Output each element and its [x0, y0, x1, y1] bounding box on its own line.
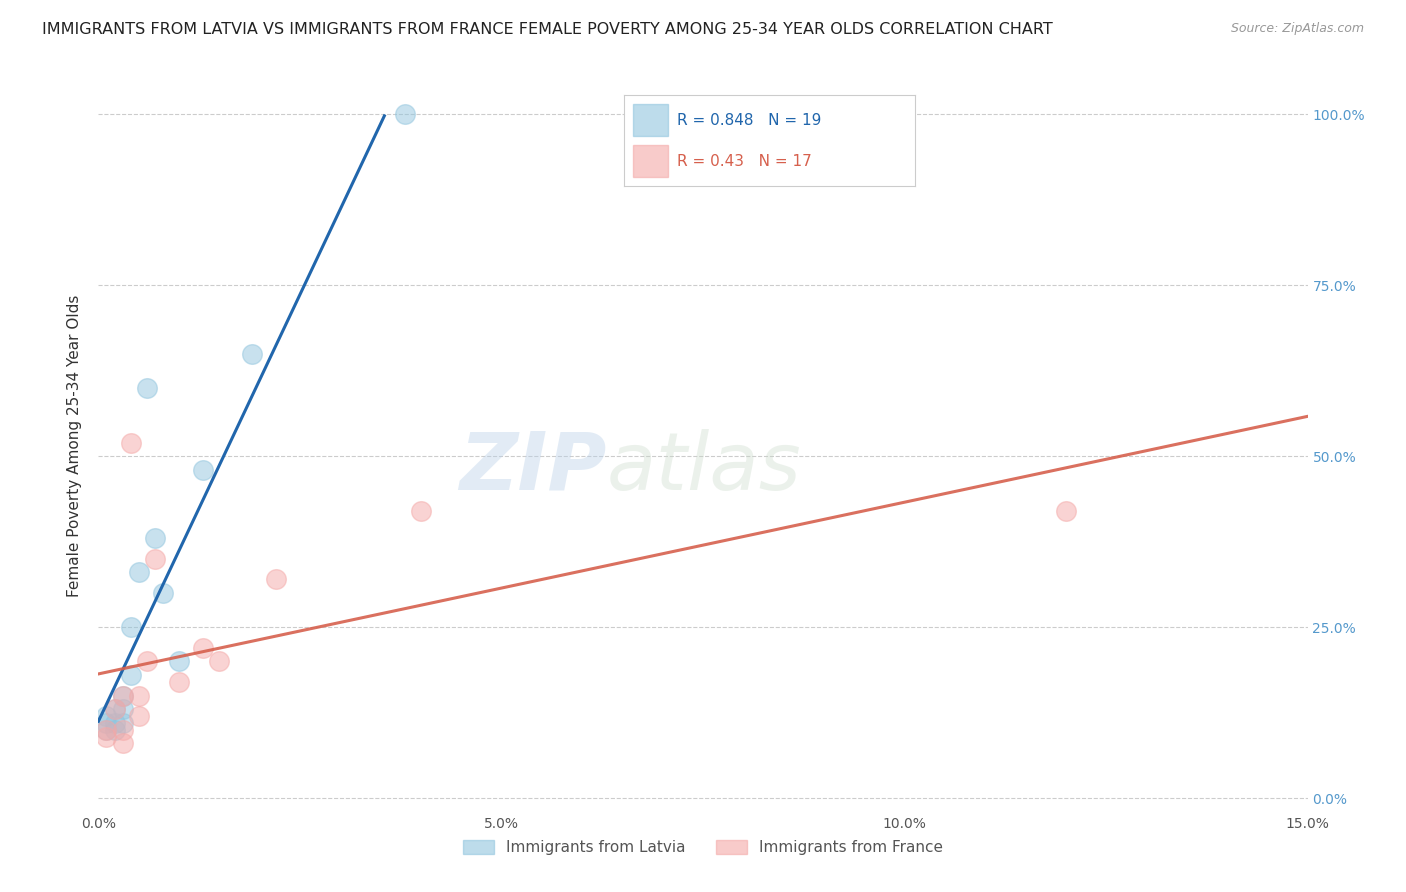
Text: atlas: atlas: [606, 429, 801, 507]
Point: [152, 586, 174, 600]
Point: [128, 566, 150, 580]
Point: [96, 723, 118, 737]
Point: [143, 531, 166, 545]
Point: [143, 551, 166, 566]
Point: [167, 654, 190, 668]
Point: [120, 668, 142, 682]
Point: [128, 709, 150, 723]
Point: [103, 723, 125, 737]
Point: [135, 654, 157, 668]
Point: [240, 347, 263, 361]
Point: [208, 654, 231, 668]
Y-axis label: Female Poverty Among 25-34 Year Olds: Female Poverty Among 25-34 Year Olds: [67, 295, 83, 597]
Point: [111, 736, 134, 750]
Point: [409, 504, 432, 518]
Point: [103, 702, 125, 716]
Text: Source: ZipAtlas.com: Source: ZipAtlas.com: [1230, 22, 1364, 36]
Point: [1054, 504, 1077, 518]
Text: IMMIGRANTS FROM LATVIA VS IMMIGRANTS FROM FRANCE FEMALE POVERTY AMONG 25-34 YEAR: IMMIGRANTS FROM LATVIA VS IMMIGRANTS FRO…: [42, 22, 1053, 37]
Point: [111, 723, 134, 737]
Point: [96, 723, 118, 737]
Point: [111, 689, 134, 703]
Point: [128, 689, 150, 703]
Point: [96, 715, 118, 730]
Point: [103, 702, 125, 716]
Point: [103, 715, 125, 730]
Point: [135, 381, 157, 395]
Point: [120, 620, 142, 634]
Point: [264, 572, 287, 586]
Point: [96, 709, 118, 723]
Point: [111, 715, 134, 730]
Point: [111, 689, 134, 703]
Point: [193, 640, 215, 655]
Point: [193, 463, 215, 477]
Legend: Immigrants from Latvia, Immigrants from France: Immigrants from Latvia, Immigrants from …: [456, 832, 950, 863]
Point: [120, 435, 142, 450]
Text: ZIP: ZIP: [458, 429, 606, 507]
Point: [167, 674, 190, 689]
Point: [96, 730, 118, 744]
Point: [394, 107, 416, 121]
Point: [111, 702, 134, 716]
